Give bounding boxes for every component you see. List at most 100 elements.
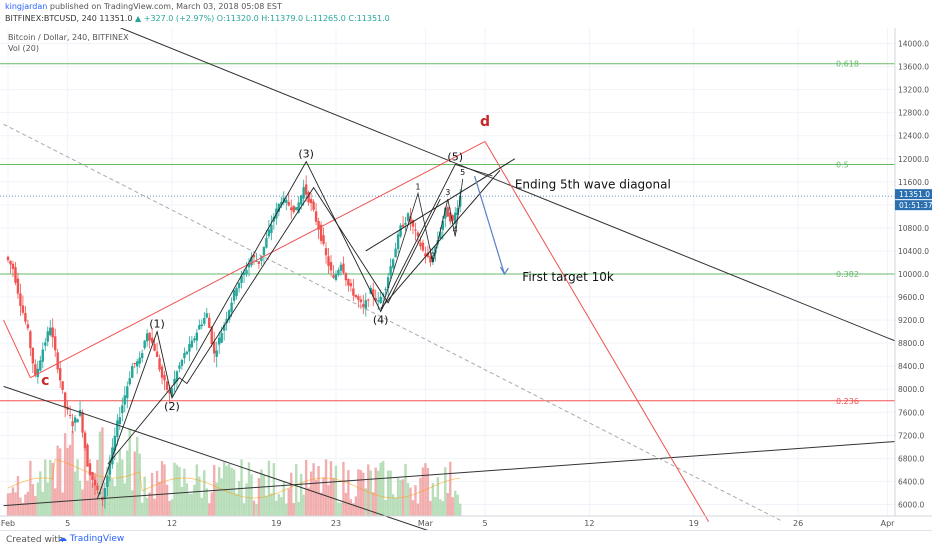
price-tick-label: 10400.0 <box>898 247 929 256</box>
volume-bar <box>344 492 348 516</box>
volume-bar <box>359 470 363 516</box>
candle-body <box>431 256 435 263</box>
volume-bar <box>404 463 407 516</box>
publish-date: published on TradingView.com, March 03, … <box>49 2 282 11</box>
candle-body <box>108 464 112 475</box>
candle-body <box>426 252 430 258</box>
candle-body <box>208 317 211 328</box>
wave-label: (1) <box>149 318 165 331</box>
fib-level-label: 0.618 <box>836 60 859 69</box>
volume-bar <box>46 482 49 516</box>
volume-bar <box>245 483 248 516</box>
volume-bar <box>203 470 206 516</box>
volume-bar <box>426 467 430 516</box>
volume-bar <box>121 459 124 516</box>
candle-body <box>93 479 97 486</box>
volume-bar <box>160 461 164 516</box>
price-tick-label: 10800.0 <box>898 224 929 233</box>
candle-body <box>73 417 77 423</box>
price-tick-label: 13600.0 <box>898 63 929 72</box>
volume-bar <box>364 488 367 516</box>
candle-body <box>232 290 236 301</box>
volume-bar <box>339 502 343 516</box>
volume-bar <box>287 488 290 516</box>
candle-body <box>391 259 395 268</box>
candle-body <box>34 364 37 376</box>
volume-bars <box>6 427 462 516</box>
volume-bar <box>309 471 313 516</box>
candle-body <box>334 274 338 280</box>
candle-body <box>359 299 363 303</box>
volume-bar <box>372 492 375 516</box>
volume-bar <box>451 497 454 516</box>
candle-body <box>225 318 228 324</box>
volume-bar <box>454 490 457 516</box>
volume-bar <box>118 449 122 516</box>
volume-bar <box>6 493 10 516</box>
candle-body <box>135 361 139 367</box>
candle-body <box>76 419 79 423</box>
volume-bar <box>322 477 325 516</box>
volume-bar <box>225 465 228 516</box>
volume-bar <box>140 502 144 516</box>
volume-bar <box>205 488 208 516</box>
candle-body <box>215 350 218 357</box>
time-tick-label: 5 <box>482 519 487 528</box>
volume-bar <box>347 470 350 516</box>
dashed-channel-line <box>3 123 784 523</box>
candle-body <box>143 340 146 349</box>
candle-body <box>56 352 59 370</box>
volume-bar <box>170 499 174 516</box>
wave-label: 1 <box>415 182 420 191</box>
volume-bar <box>58 448 62 516</box>
candle-body <box>451 215 454 221</box>
volume-bar <box>168 500 171 516</box>
candle-body <box>277 203 281 212</box>
price-tick-label: 7200.0 <box>898 431 924 440</box>
candle-body <box>357 296 360 300</box>
candle-body <box>257 261 261 264</box>
candle-body <box>399 225 402 237</box>
volume-bar <box>282 481 285 516</box>
volume-bar <box>158 481 161 516</box>
time-tick-label: Mar <box>418 519 434 528</box>
candle-body <box>247 262 251 268</box>
tradingview-logo[interactable]: ☁ TradingView <box>58 534 124 544</box>
candle-body <box>193 338 196 341</box>
candle-body <box>203 318 206 324</box>
price-chart[interactable]: Bitcoin / Dollar, 240, BITFINEX Vol (20) 0… <box>0 28 932 530</box>
candle-body <box>158 358 161 370</box>
candle-body <box>409 216 412 223</box>
volume-bar <box>180 486 184 516</box>
candle-body <box>68 414 72 417</box>
volume-bar <box>155 470 159 516</box>
price-tick-label: 6800.0 <box>898 454 924 463</box>
price-tick-label: 14000.0 <box>898 40 929 49</box>
volume-bar <box>381 460 385 516</box>
price-axis-background <box>895 28 932 516</box>
volume-bar <box>379 462 382 516</box>
time-tick-label: 12 <box>167 519 177 528</box>
diagonal-upper-line <box>365 158 516 252</box>
candle-body <box>148 332 151 341</box>
volume-bar <box>81 489 84 516</box>
volume-bar <box>76 459 79 516</box>
candle-body <box>29 331 32 349</box>
volume-bar <box>217 467 221 516</box>
candle-body <box>324 248 328 256</box>
author-link[interactable]: kingjardan <box>5 2 48 11</box>
price-change: ▲ +327.0 (+2.97%) <box>135 14 215 23</box>
wave-label: 4 <box>453 226 458 235</box>
wave-label: (3) <box>298 148 314 161</box>
volume-bar <box>165 484 169 516</box>
volume-bar <box>240 459 243 516</box>
candle-body <box>299 195 303 205</box>
volume-bar <box>242 503 246 516</box>
candle-body <box>396 234 400 249</box>
time-tick-label: 26 <box>793 519 803 528</box>
candle-body <box>386 277 390 289</box>
candle-body <box>71 421 74 427</box>
candle-body <box>414 229 417 231</box>
volume-bar <box>145 497 149 516</box>
volume-bar <box>63 433 67 516</box>
